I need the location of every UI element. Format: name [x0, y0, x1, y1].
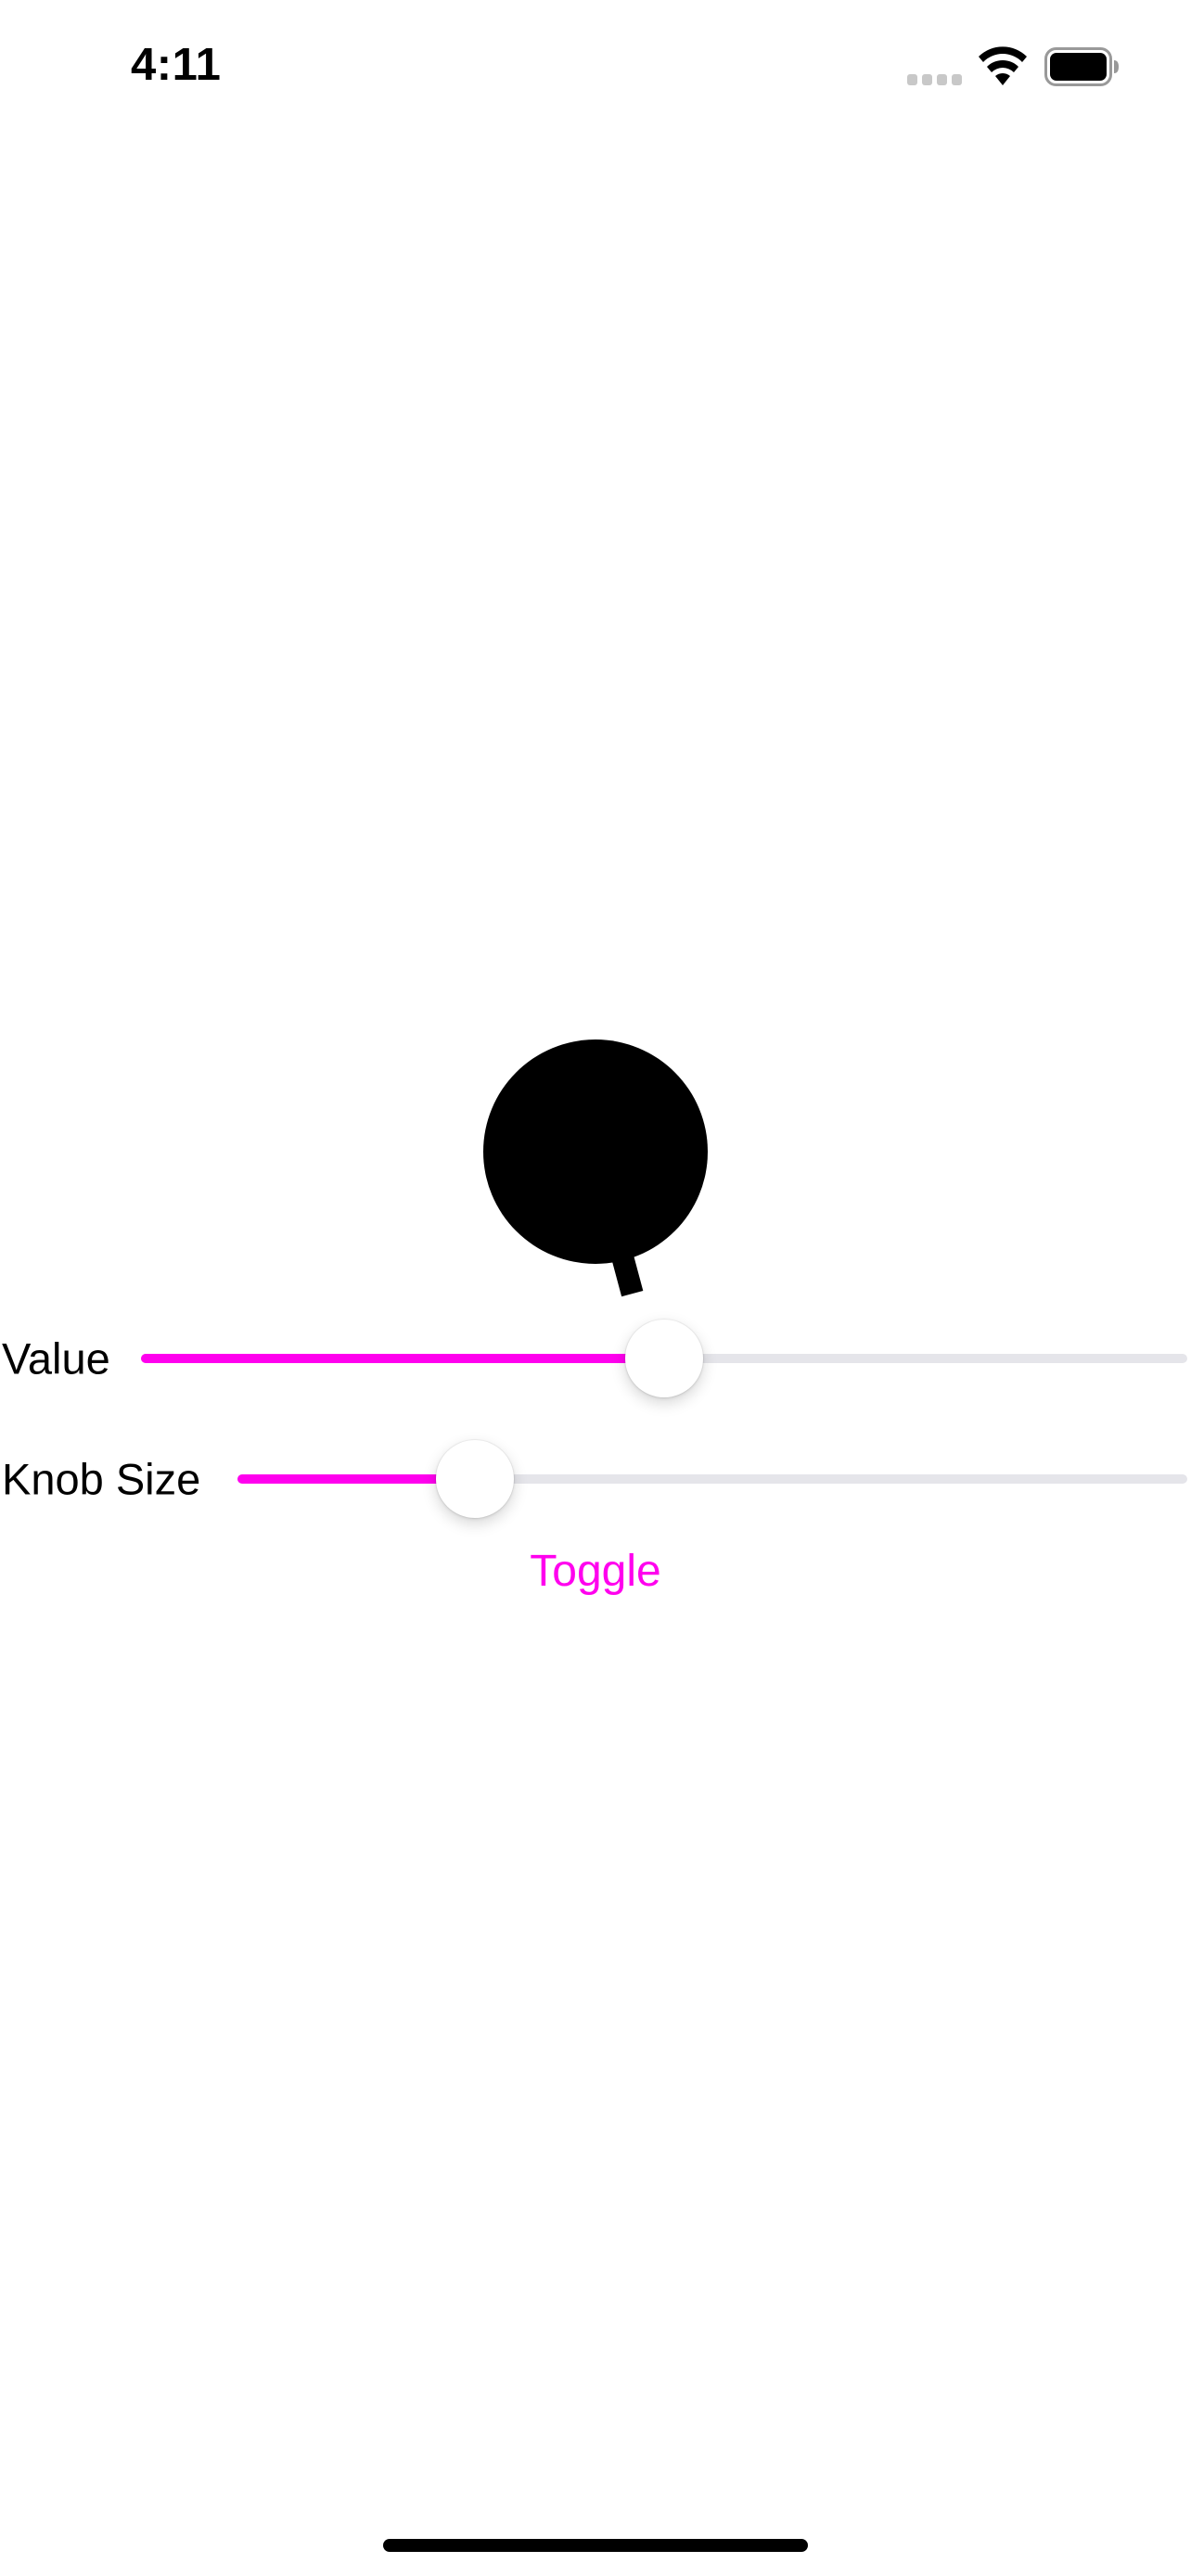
home-indicator	[383, 2539, 808, 2552]
value-slider-track[interactable]	[141, 1320, 1187, 1397]
toggle-button[interactable]: Toggle	[456, 1539, 735, 1604]
cellular-signal-icon	[907, 74, 963, 85]
wifi-icon	[979, 46, 1027, 85]
knob-size-slider-thumb[interactable]	[436, 1440, 514, 1518]
battery-icon	[1044, 47, 1119, 86]
value-slider-row: Value	[0, 1317, 1191, 1400]
value-slider-label: Value	[2, 1333, 110, 1384]
status-bar: 4:11	[0, 0, 1191, 139]
value-slider-fill	[141, 1354, 664, 1363]
knob-size-slider-track[interactable]	[237, 1440, 1187, 1518]
knob-size-slider-label: Knob Size	[2, 1454, 201, 1504]
status-time: 4:11	[131, 40, 222, 90]
knob-size-slider-fill	[237, 1474, 475, 1484]
rotary-knob-icon[interactable]	[482, 1039, 709, 1298]
knob-size-slider-row: Knob Size	[0, 1437, 1191, 1521]
value-slider-thumb[interactable]	[625, 1320, 703, 1397]
